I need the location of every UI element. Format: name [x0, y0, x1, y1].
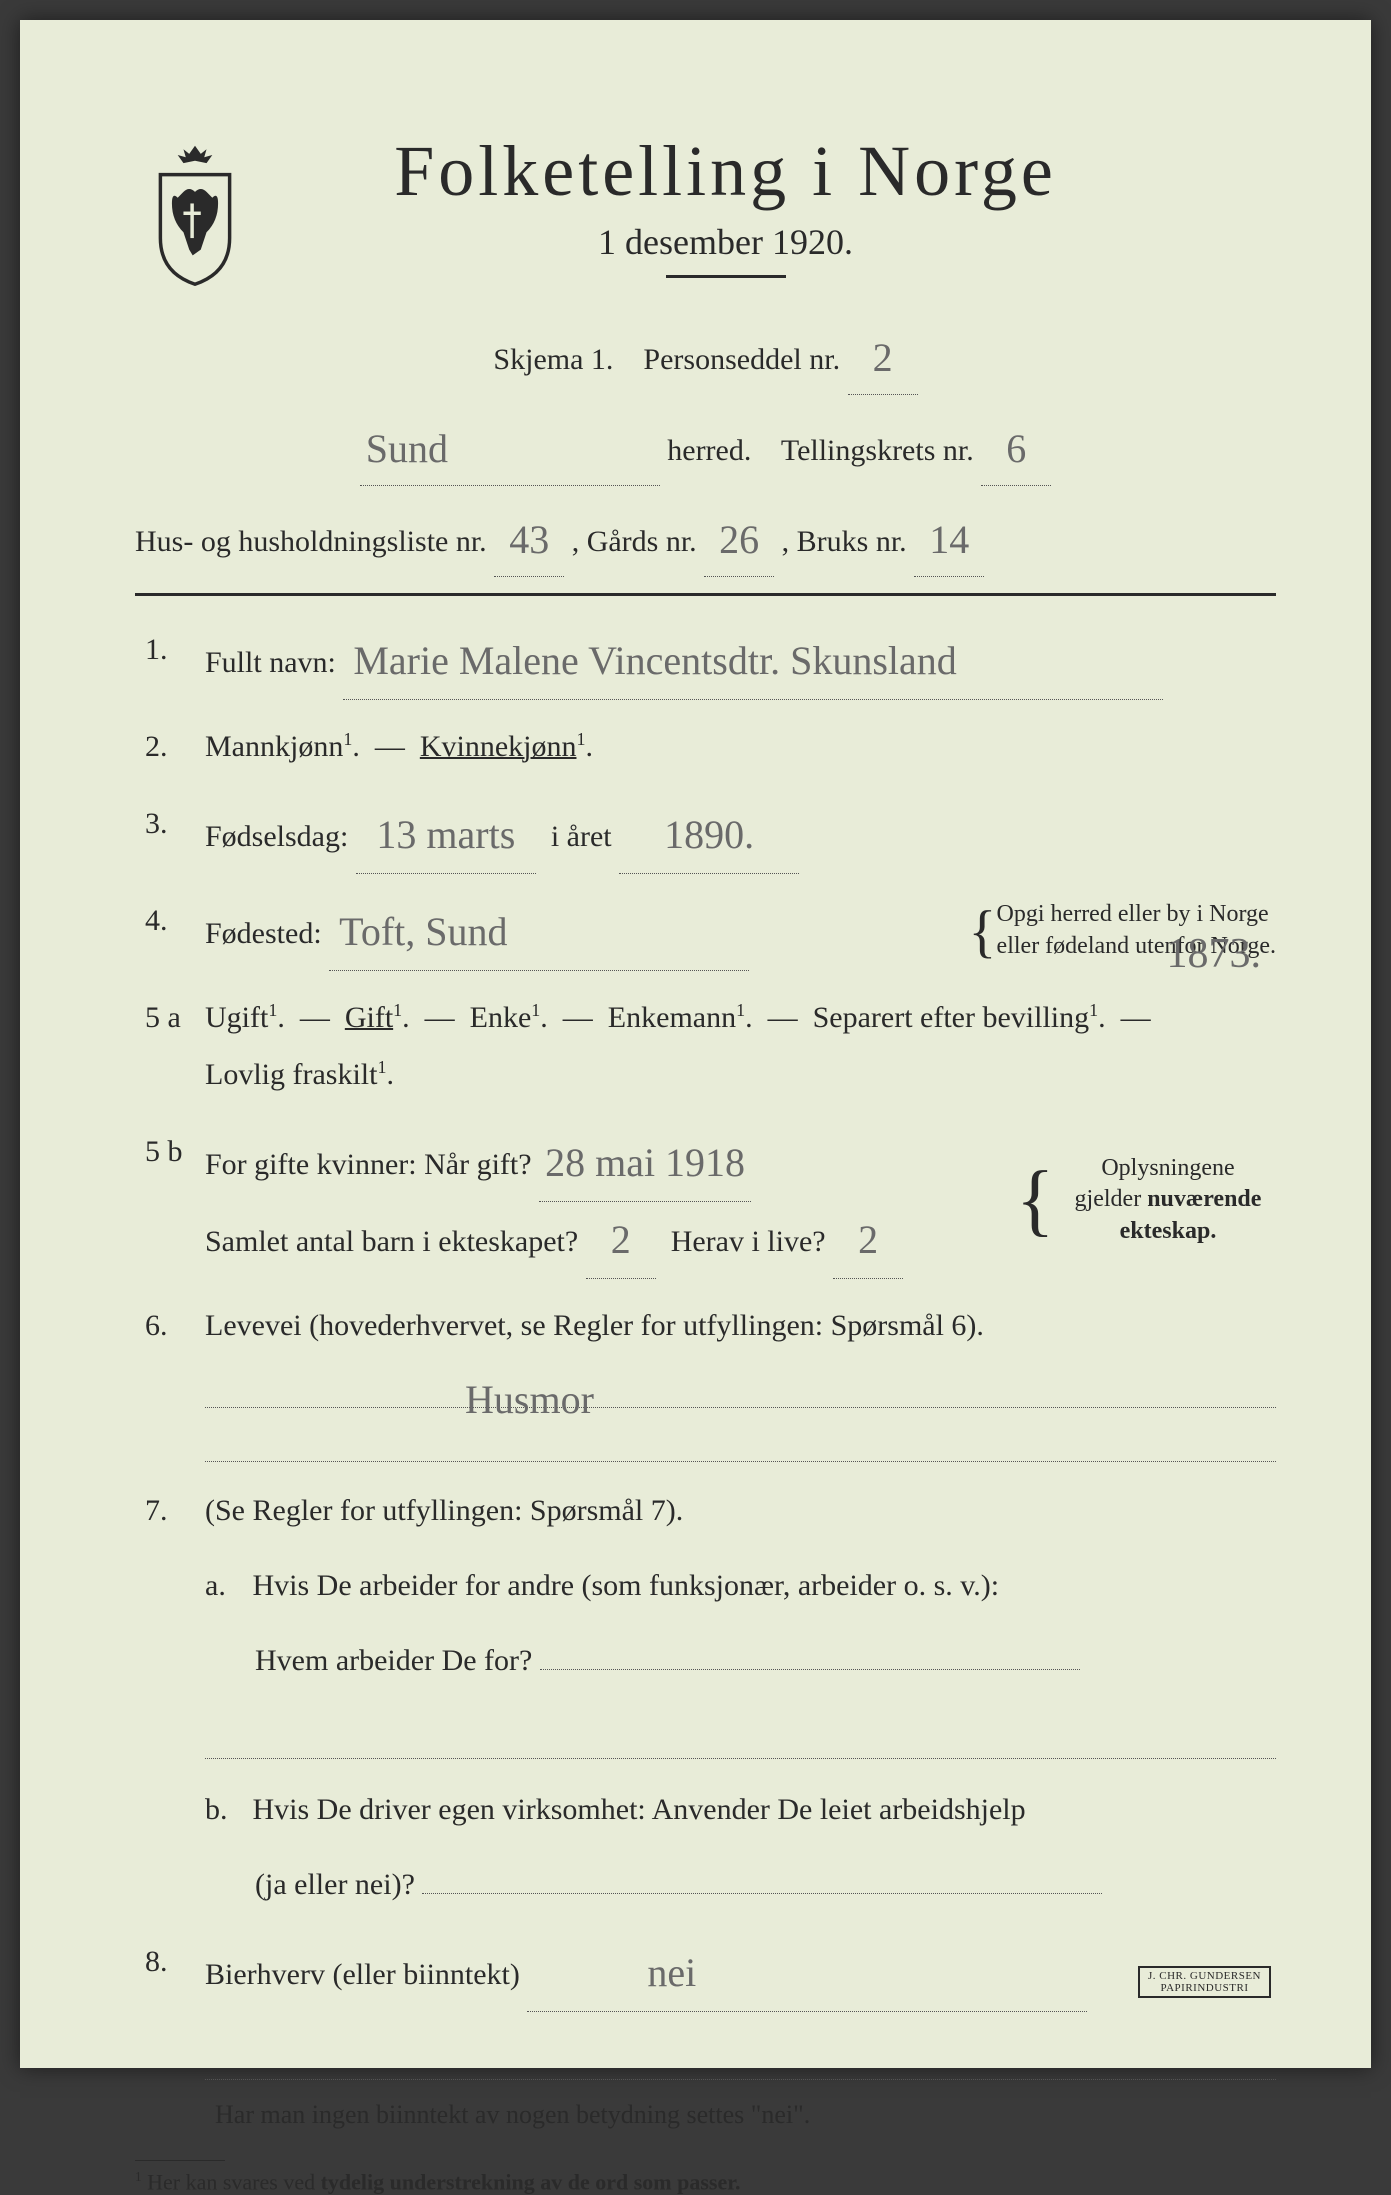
q3-year: 1890.	[619, 797, 799, 874]
q5b-note: Oplysningene gjelder nuværende ekteskap.	[1046, 1153, 1276, 1247]
q5a-opt2: Enke	[470, 1001, 532, 1034]
q3-year-label: i året	[551, 820, 612, 853]
q7a-2: Hvem arbeider De for?	[255, 1644, 532, 1677]
q5a: 5 a Ugift1. — Gift1. — Enke1. — Enkemann…	[145, 989, 1276, 1103]
q7b-value	[422, 1893, 1102, 1894]
hus-nr: 43	[494, 504, 564, 577]
q7b-1: Hvis De driver egen virksomhet: Anvender…	[253, 1793, 1026, 1826]
q5a-num: 5 a	[145, 989, 205, 1103]
q3-num: 3.	[145, 795, 205, 872]
q5b-label2: Samlet antal barn i ekteskapet?	[205, 1225, 578, 1258]
q3-day: 13 marts	[356, 797, 536, 874]
krets-nr: 6	[981, 413, 1051, 486]
q4: 4. Fødested: Toft, Sund Opgi herred elle…	[145, 892, 1276, 969]
main-title: Folketelling i Norge	[295, 130, 1156, 213]
gards-label: , Gårds nr.	[572, 525, 697, 558]
q6: 6. Levevei (hovederhvervet, se Regler fo…	[145, 1297, 1276, 1462]
q7a-value	[540, 1669, 1080, 1670]
q8-value: nei	[527, 1935, 1087, 2012]
q5b-children-total: 2	[586, 1202, 656, 1279]
questions: 1. Fullt navn: Marie Malene Vincentsdtr.…	[135, 621, 1276, 2130]
hus-label: Hus- og husholdningsliste nr.	[135, 525, 487, 558]
q5a-opt3: Enkemann	[608, 1001, 736, 1034]
footnote-separator	[135, 2160, 225, 2161]
q3: 3. Fødselsdag: 13 marts i året 1890.	[145, 795, 1276, 872]
q4-value: Toft, Sund	[329, 894, 749, 971]
q5b-note2: gjelder nuværende	[1075, 1186, 1262, 1212]
q7a-1: Hvis De arbeider for andre (som funksjon…	[253, 1569, 1000, 1602]
q4-note1: Opgi herred eller by i Norge	[997, 901, 1269, 927]
q2-mann: Mannkjønn	[205, 730, 343, 763]
q8-num: 8.	[145, 1933, 205, 2080]
q5b-children-alive: 2	[833, 1202, 903, 1279]
footnote-sup: 1	[135, 2169, 142, 2184]
q2: 2. Mannkjønn1. — Kvinnekjønn1.	[145, 718, 1276, 775]
stamp-line1: J. CHR. GUNDERSEN	[1148, 1970, 1261, 1982]
gards-nr: 26	[704, 504, 774, 577]
skjema-label: Skjema 1.	[493, 343, 613, 376]
subtitle: 1 desember 1920.	[295, 221, 1156, 263]
q4-label: Fødested:	[205, 917, 322, 950]
q7b-2: (ja eller nei)?	[255, 1868, 415, 1901]
q5a-last: Lovlig fraskilt	[205, 1058, 377, 1091]
header: Folketelling i Norge 1 desember 1920.	[135, 130, 1276, 290]
footnote-bold: tydelig understrekning av de ord som pas…	[321, 2169, 741, 2194]
q2-num: 2.	[145, 718, 205, 775]
person-nr: 2	[848, 322, 918, 395]
person-label: Personseddel nr.	[643, 343, 840, 376]
meta-block: Skjema 1. Personseddel nr. 2 Sund herred…	[135, 320, 1276, 575]
q5a-opt1: Gift	[345, 1001, 393, 1034]
bruks-label: , Bruks nr.	[782, 525, 907, 558]
q1: 1. Fullt navn: Marie Malene Vincentsdtr.…	[145, 621, 1276, 698]
q5a-opt4: Separert efter bevilling	[813, 1001, 1090, 1034]
q6-line: Husmor	[205, 1360, 1276, 1408]
q8-label: Bierhverv (eller biinntekt)	[205, 1958, 520, 1991]
meta-line-3: Hus- og husholdningsliste nr. 43 , Gårds…	[135, 502, 1276, 575]
q7a-line2	[205, 1711, 1276, 1759]
q1-value: Marie Malene Vincentsdtr. Skunsland	[343, 623, 1163, 700]
q2-kvinne: Kvinnekjønn	[420, 730, 577, 763]
q6-value: Husmor	[205, 1377, 594, 1422]
q6-num: 6.	[145, 1297, 205, 1462]
title-rule	[666, 275, 786, 278]
q7a-letter: a.	[205, 1557, 245, 1614]
footnote: 1 Her kan svares ved tydelig understrekn…	[135, 2169, 1276, 2195]
q1-num: 1.	[145, 621, 205, 698]
printer-stamp: J. CHR. GUNDERSEN PAPIRINDUSTRI	[1138, 1966, 1271, 1998]
q5a-opt0: Ugift	[205, 1001, 268, 1034]
meta-line-2: Sund herred. Tellingskrets nr. 6	[135, 411, 1276, 484]
herred-label: herred.	[667, 434, 751, 467]
footnote-pre: Her kan svares ved	[147, 2169, 321, 2194]
q7: 7. (Se Regler for utfyllingen: Spørsmål …	[145, 1482, 1276, 1913]
note-line: Har man ingen biinntekt av nogen betydni…	[145, 2100, 1276, 2130]
q5b-num: 5 b	[145, 1123, 205, 1277]
q5b-label1: For gifte kvinner: Når gift?	[205, 1148, 532, 1181]
q5b-note1: Oplysningene	[1101, 1155, 1234, 1181]
q5b-married: 28 mai 1918	[539, 1125, 751, 1202]
q7b-letter: b.	[205, 1781, 245, 1838]
margin-1873: 1873.	[1167, 930, 1262, 978]
q8: 8. Bierhverv (eller biinntekt) nei	[145, 1933, 1276, 2080]
q5b-label3: Herav i live?	[671, 1225, 826, 1258]
q6-label: Levevei (hovederhvervet, se Regler for u…	[205, 1309, 984, 1342]
q3-label: Fødselsdag:	[205, 820, 348, 853]
q1-label: Fullt navn:	[205, 646, 336, 679]
q7-num: 7.	[145, 1482, 205, 1913]
census-form-page: Folketelling i Norge 1 desember 1920. Sk…	[20, 20, 1371, 2068]
herred-value: Sund	[360, 413, 660, 486]
q4-num: 4.	[145, 892, 205, 969]
q7-label: (Se Regler for utfyllingen: Spørsmål 7).	[205, 1494, 683, 1527]
q5b-note3: ekteskap.	[1120, 1218, 1217, 1244]
title-block: Folketelling i Norge 1 desember 1920.	[295, 130, 1276, 278]
q8-line2	[205, 2032, 1276, 2080]
krets-label: Tellingskrets nr.	[781, 434, 974, 467]
coat-of-arms-icon	[135, 140, 255, 290]
q5b: 5 b For gifte kvinner: Når gift? 28 mai …	[145, 1123, 1276, 1277]
meta-line-1: Skjema 1. Personseddel nr. 2	[135, 320, 1276, 393]
divider	[135, 593, 1276, 596]
bruks-nr: 14	[914, 504, 984, 577]
stamp-line2: PAPIRINDUSTRI	[1160, 1982, 1248, 1994]
